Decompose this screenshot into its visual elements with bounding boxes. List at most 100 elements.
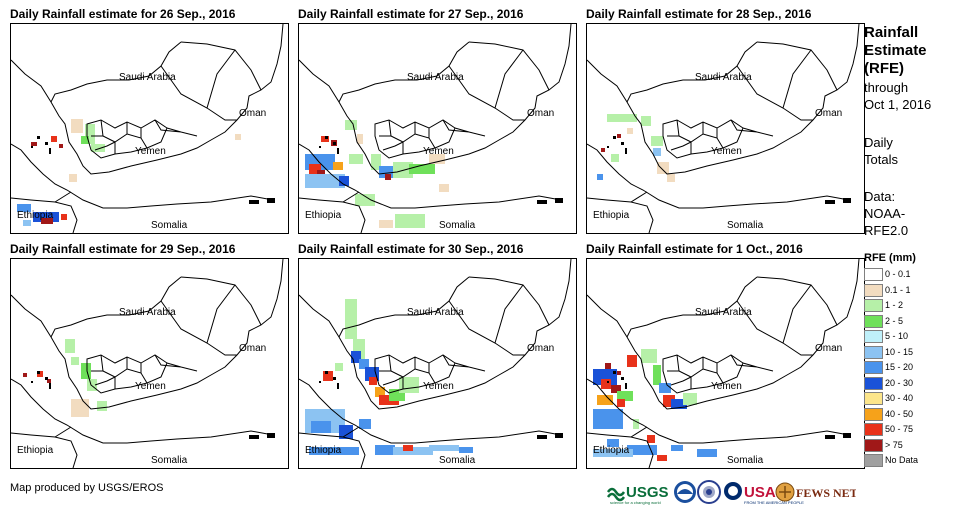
africa-coast [11, 378, 274, 444]
island [31, 146, 33, 148]
africa-coast [587, 143, 850, 209]
governorate-line [154, 119, 198, 137]
legend-label: 50 - 75 [885, 424, 914, 434]
rainfall-cell [439, 184, 449, 192]
saudi-border [338, 41, 470, 103]
governorate-line [379, 135, 404, 151]
label-yemen: Yemen [711, 146, 742, 157]
usaid-tagline: FROM THE AMERICAN PEOPLE [744, 500, 804, 505]
rainfall-cell [611, 385, 621, 393]
through-date: Oct 1, 2016 [864, 97, 932, 112]
island [249, 200, 259, 204]
rainfall-cell [597, 174, 603, 180]
rainfall-cell [657, 455, 667, 461]
island [267, 198, 275, 203]
rainfall-cell [627, 445, 657, 455]
island [31, 381, 33, 383]
rainfall-map: Saudi Arabia Oman Yemen Ethiopia Somalia [298, 258, 577, 469]
rainfall-cell [333, 162, 343, 170]
legend-label: 1 - 2 [885, 300, 904, 310]
legend-item: 0.1 - 1 [864, 283, 964, 297]
rainfall-cell [697, 449, 717, 457]
rainfall-cell [59, 144, 63, 148]
legend-item: > 75 [864, 438, 964, 452]
legend-item: 10 - 15 [864, 345, 964, 359]
rainfall-cell [671, 399, 687, 409]
label-oman: Oman [239, 343, 266, 354]
rainfall-cell [71, 399, 89, 417]
rainfall-cell [399, 377, 419, 393]
rainfall-cell [359, 419, 371, 429]
rainfall-cell [235, 134, 241, 140]
daily-label: Daily [864, 135, 893, 150]
label-saudi-arabia: Saudi Arabia [407, 307, 464, 318]
rainfall-cell [345, 299, 357, 339]
oman-border [206, 284, 236, 344]
governorate-line [667, 370, 692, 386]
governorate-line [662, 354, 744, 394]
data-label: Data: [864, 189, 896, 204]
legend-item: 0 - 0.1 [864, 268, 964, 281]
label-ethiopia: Ethiopia [305, 210, 342, 221]
rainfall-cell [683, 393, 697, 405]
rainfall-cell [597, 395, 613, 405]
rainfall-cell [657, 162, 669, 174]
rainfall-cell [429, 445, 459, 451]
map-svg: Saudi Arabia Oman Yemen Ethiopia Somalia [587, 259, 860, 468]
panel-title: Daily Rainfall estimate for 27 Sep., 201… [298, 7, 524, 21]
governorate-line [388, 354, 416, 378]
legend-label: 0 - 0.1 [885, 269, 911, 279]
legend-label: No Data [885, 455, 919, 465]
label-oman: Oman [527, 108, 554, 119]
seal-logo [697, 480, 721, 504]
rainfall-cell [51, 136, 57, 142]
label-yemen: Yemen [711, 381, 742, 392]
island [49, 148, 51, 154]
island [319, 146, 321, 148]
label-yemen: Yemen [423, 146, 454, 157]
rainfall-cell [81, 363, 91, 379]
rainfall-map: Saudi Arabia Oman Yemen Ethiopia Somalia [586, 23, 865, 234]
legend-title-line: (RFE) [864, 60, 904, 77]
rainfall-cell [667, 174, 675, 182]
island [333, 142, 336, 145]
island [825, 435, 835, 439]
rainfall-map: Saudi Arabia Oman Yemen Ethiopia Somalia [10, 23, 289, 234]
label-yemen: Yemen [135, 381, 166, 392]
island [621, 142, 624, 145]
governorate-line [402, 128, 436, 154]
saudi-oman-border [756, 41, 838, 91]
label-ethiopia: Ethiopia [305, 445, 342, 456]
map-svg: Saudi Arabia Oman Yemen Ethiopia Somalia [11, 259, 284, 468]
island [825, 200, 835, 204]
island [555, 433, 563, 438]
label-somalia: Somalia [439, 220, 476, 231]
rainfall-cell [379, 220, 393, 228]
governorate-line [91, 370, 116, 386]
label-oman: Oman [815, 108, 842, 119]
label-somalia: Somalia [727, 455, 764, 466]
rainfall-cell [627, 355, 637, 367]
rainfall-cell [641, 116, 651, 126]
rainfall-cell [605, 363, 611, 369]
legend-swatch [864, 407, 883, 421]
legend-item: 2 - 5 [864, 314, 964, 328]
rainfall-cell [355, 194, 375, 206]
logo-strip: USGS science for a changing world USAID … [606, 480, 856, 505]
rainfall-cell [309, 447, 359, 455]
island [625, 383, 627, 389]
label-oman: Oman [239, 108, 266, 119]
island [621, 377, 624, 380]
oman-border [206, 49, 236, 109]
saudi-border [50, 41, 182, 103]
rainfall-cell [601, 148, 605, 152]
governorate-line [662, 119, 744, 159]
saudi-oman-border [468, 276, 550, 326]
rainfall-cell [617, 399, 625, 407]
rainfall-cell [429, 154, 445, 164]
legend-title-line: Rainfall [864, 24, 919, 41]
label-ethiopia: Ethiopia [17, 210, 54, 221]
governorate-line [690, 363, 724, 389]
legend-label: 10 - 15 [885, 346, 914, 357]
ethiopia-border [299, 432, 366, 468]
